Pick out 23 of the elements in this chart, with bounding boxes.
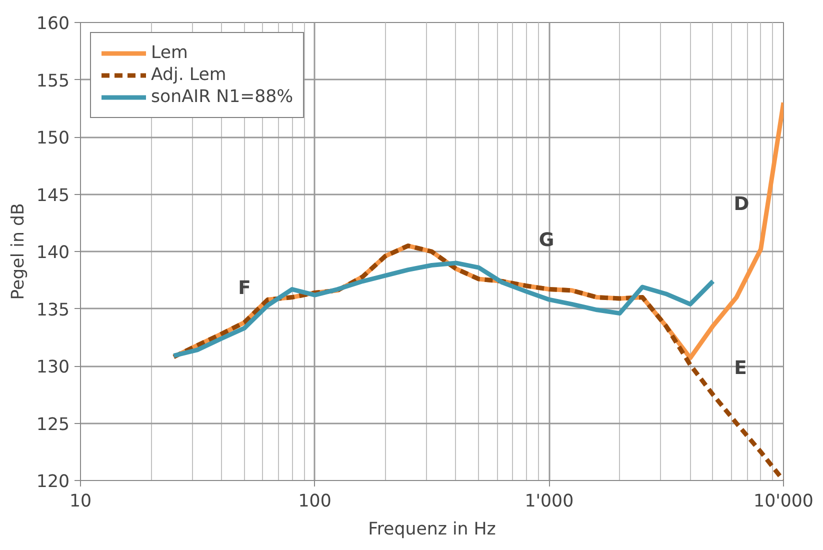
y-tick-label: 135 <box>36 300 70 320</box>
annotation: E <box>734 358 747 379</box>
y-tick-label: 140 <box>36 243 70 263</box>
y-tick-label: 155 <box>36 71 70 92</box>
x-axis-title: Frequenz in Hz <box>368 520 496 540</box>
legend-label: Adj. Lem <box>151 65 226 85</box>
y-axis-title: Pegel in dB <box>8 203 28 300</box>
x-tick-label: 10'000 <box>754 492 814 512</box>
y-tick-label: 145 <box>36 186 70 206</box>
y-tick-label: 130 <box>36 358 70 378</box>
x-tick-label: 10 <box>69 492 92 512</box>
x-tick-label: 100 <box>298 492 332 512</box>
y-tick-label: 125 <box>36 414 70 435</box>
line-series <box>172 260 716 358</box>
legend-label: sonAIR N1=88% <box>151 87 294 107</box>
legend-label: Lem <box>151 43 188 63</box>
annotation: G <box>538 230 554 251</box>
y-tick-label: 120 <box>36 472 70 492</box>
y-tick-label: 160 <box>36 14 70 34</box>
x-tick-label: 1'000 <box>524 492 574 512</box>
y-tick-label: 150 <box>36 128 70 148</box>
annotation: F <box>238 278 251 299</box>
annotation: D <box>734 194 750 215</box>
